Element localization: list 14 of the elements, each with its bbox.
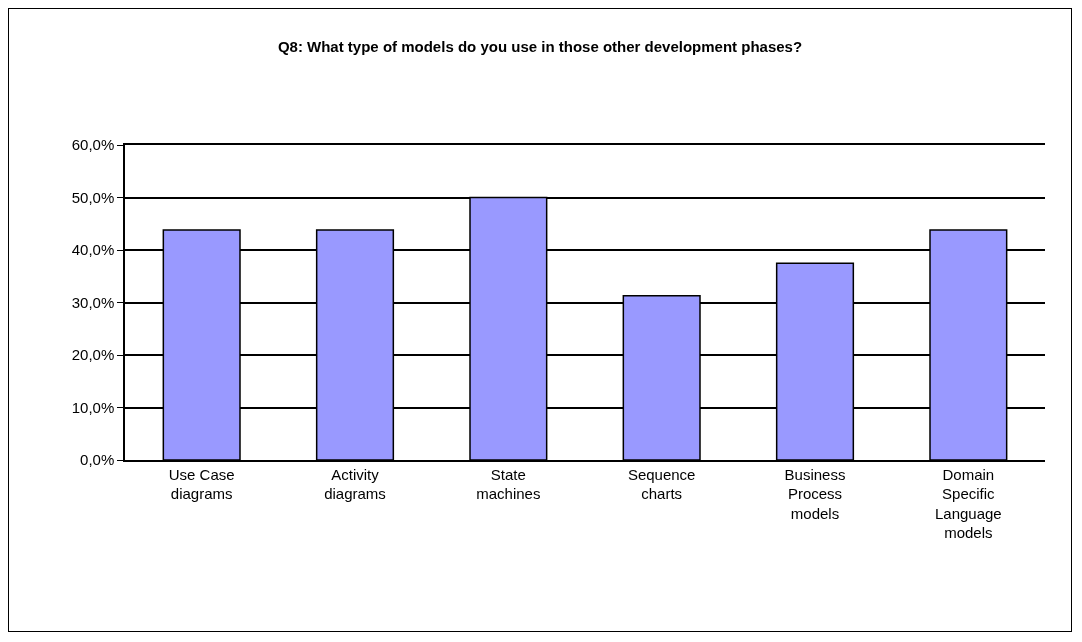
x-tick-label: Business Process models bbox=[784, 465, 846, 522]
x-tick-label: Domain Specific Language models bbox=[934, 465, 1002, 542]
y-tick-label: 50,0% bbox=[71, 188, 115, 206]
y-tick-label: 40,0% bbox=[71, 241, 115, 259]
y-tick-label: 60,0% bbox=[71, 136, 115, 154]
y-tick-label: 10,0% bbox=[71, 398, 115, 416]
y-tick-label: 20,0% bbox=[71, 346, 115, 364]
x-tick-label: Use Case diagrams bbox=[168, 465, 235, 503]
y-tick-label: 0,0% bbox=[80, 451, 115, 469]
chart-title: Q8: What type of models do you use in those other development phases? bbox=[277, 37, 803, 55]
x-tick-label: State machines bbox=[476, 465, 541, 503]
x-tick-label: Activity diagrams bbox=[324, 465, 386, 503]
y-tick-label: 30,0% bbox=[71, 293, 115, 311]
x-tick-label: Sequence charts bbox=[627, 465, 696, 503]
